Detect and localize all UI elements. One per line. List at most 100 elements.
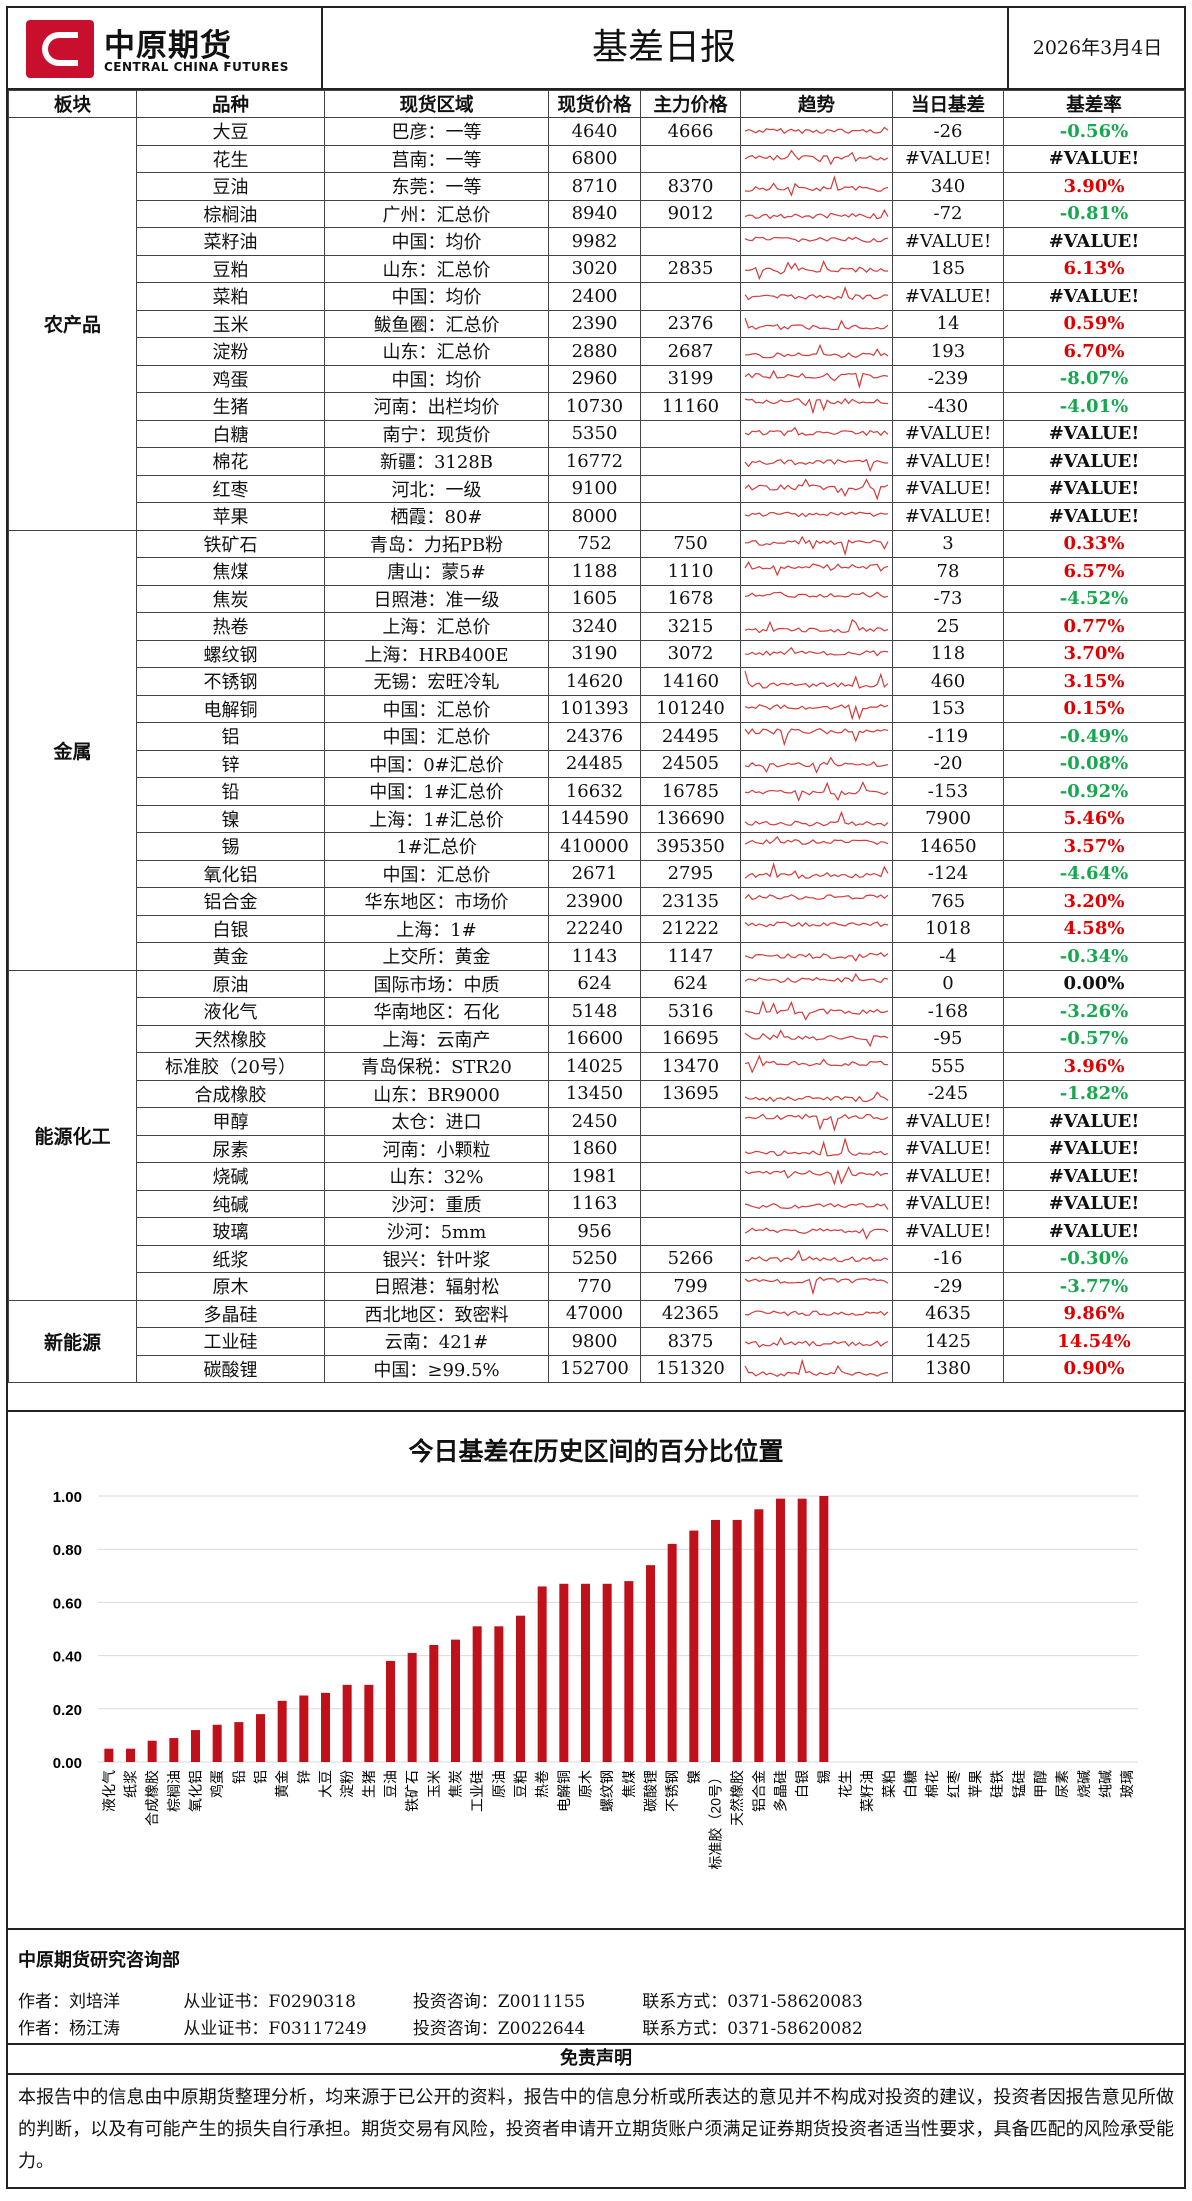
basis-rate-cell: 3.96% — [1003, 1052, 1185, 1081]
trend-sparkline — [744, 703, 889, 721]
basis-cell: 7900 — [892, 804, 1004, 833]
table-row: 棉花 新疆：3128B 16772 #VALUE! #VALUE! — [9, 447, 1185, 476]
x-tick-label: 黄金 — [274, 1770, 290, 1798]
region-cell: 上海：1#汇总价 — [324, 804, 549, 833]
sparkline-path — [744, 511, 889, 518]
spot-price-cell: 770 — [548, 1272, 641, 1301]
trend-sparkline — [744, 1166, 888, 1186]
variety-cell: 菜籽油 — [136, 227, 325, 256]
y-tick-label: 0.40 — [53, 1649, 82, 1666]
spot-price-cell: 24376 — [548, 722, 641, 751]
main-price-cell — [640, 1162, 741, 1191]
sparkline-path — [744, 208, 889, 220]
sector-cell: 金属 — [8, 529, 137, 971]
basis-cell: -72 — [892, 199, 1004, 228]
main-price-cell — [640, 282, 741, 311]
table-row: 玉米 鲅鱼圈：汇总价 2390 2376 14 0.59% — [9, 309, 1185, 338]
x-tick-label: 铝合金 — [751, 1770, 767, 1812]
main-price-cell: 799 — [640, 1272, 741, 1301]
x-tick-label: 尿素 — [1054, 1770, 1070, 1798]
main-price-cell: 151320 — [640, 1354, 741, 1383]
variety-cell: 焦炭 — [136, 584, 325, 613]
table-row: 黄金 上交所：黄金 1143 1147 -4 -0.34% — [9, 942, 1185, 971]
variety-cell: 工业硅 — [136, 1327, 325, 1356]
variety-cell: 液化气 — [136, 997, 325, 1026]
basis-rate-cell: #VALUE! — [1003, 1134, 1185, 1163]
trend-cell — [740, 254, 893, 283]
basis-cell: 460 — [892, 667, 1004, 696]
table-row: 不锈钢 无锡：宏旺冷轧 14620 14160 460 3.15% — [9, 667, 1185, 696]
basis-rate-cell: -0.57% — [1003, 1024, 1185, 1053]
basis-cell: #VALUE! — [892, 1162, 1004, 1191]
trend-cell — [740, 1052, 893, 1081]
basis-rate-cell: -3.26% — [1003, 997, 1185, 1026]
x-tick-label: 玻璃 — [1119, 1770, 1135, 1798]
table-row: 螺纹钢 上海：HRB400E 3190 3072 118 3.70% — [9, 639, 1185, 668]
sparkline-path — [744, 972, 889, 983]
sparkline-path — [744, 781, 889, 803]
sparkline-path — [744, 836, 889, 846]
trend-cell — [740, 364, 893, 393]
basis-rate-cell: 3.90% — [1003, 172, 1185, 201]
sparkline-path — [744, 1336, 889, 1348]
main-price-cell — [640, 1217, 741, 1246]
bar — [472, 1626, 482, 1762]
sparkline-path — [744, 477, 889, 501]
chart-title: 今日基差在历史区间的百分比位置 — [408, 1437, 784, 1466]
bar — [429, 1644, 439, 1762]
x-tick-label: 鸡蛋 — [209, 1770, 225, 1798]
spot-price-cell: 24485 — [548, 749, 641, 778]
trend-sparkline — [745, 646, 889, 657]
sparkline-path — [744, 398, 888, 415]
y-tick-label: 1.00 — [53, 1489, 82, 1506]
bar — [234, 1722, 244, 1762]
bar — [321, 1692, 330, 1762]
basis-cell: #VALUE! — [892, 282, 1004, 311]
main-price-cell: 11160 — [640, 392, 741, 421]
basis-rate-cell: #VALUE! — [1003, 502, 1185, 531]
variety-cell: 烧碱 — [136, 1162, 325, 1191]
trend-cell — [740, 777, 893, 806]
basis-cell: -95 — [892, 1024, 1004, 1053]
variety-cell: 铝 — [136, 722, 325, 751]
trend-sparkline — [744, 756, 889, 774]
trend-cell — [740, 199, 893, 228]
x-tick-label: 热卷 — [534, 1770, 550, 1798]
author-consult: 投资咨询：Z0011155 — [412, 1992, 586, 2012]
spot-price-cell: 23900 — [548, 887, 641, 916]
report-header: 中原期货 CENTRAL CHINA FUTURES 基差日报 2026年3月4… — [8, 8, 1184, 90]
basis-cell: #VALUE! — [892, 474, 1004, 503]
variety-cell: 螺纹钢 — [136, 639, 325, 668]
region-cell: 银兴：针叶浆 — [324, 1244, 549, 1273]
trend-sparkline — [744, 459, 888, 473]
basis-cell: #VALUE! — [892, 502, 1004, 531]
main-price-cell: 1678 — [640, 584, 741, 613]
spot-price-cell: 410000 — [548, 832, 641, 861]
basis-rate-cell: #VALUE! — [1003, 419, 1185, 448]
sector-cell: 能源化工 — [8, 969, 137, 1301]
variety-cell: 尿素 — [136, 1134, 325, 1163]
x-tick-label: 铝 — [253, 1770, 269, 1784]
x-tick-label: 锡 — [816, 1770, 832, 1784]
trend-sparkline — [744, 1249, 889, 1263]
basis-cell: 340 — [892, 172, 1004, 201]
disclaimer-title: 免责声明 — [8, 2043, 1184, 2075]
region-cell: 山东：BR9000 — [324, 1079, 549, 1108]
spot-price-cell: 5148 — [548, 997, 641, 1026]
variety-cell: 棕榈油 — [136, 199, 325, 228]
region-cell: 中国：均价 — [324, 227, 549, 256]
trend-cell — [740, 1327, 893, 1356]
region-cell: 新疆：3128B — [324, 447, 549, 476]
bar — [776, 1498, 785, 1762]
trend-sparkline — [744, 398, 888, 415]
trend-cell — [740, 997, 893, 1026]
region-cell: 山东：32% — [324, 1162, 549, 1191]
header-variety: 品种 — [136, 90, 325, 118]
spot-price-cell: 16772 — [548, 447, 641, 476]
basis-cell: #VALUE! — [892, 419, 1004, 448]
trend-cell — [740, 887, 893, 916]
region-cell: 太仓：进口 — [324, 1107, 549, 1136]
report-page: 中原期货 CENTRAL CHINA FUTURES 基差日报 2026年3月4… — [6, 6, 1186, 2189]
bar — [364, 1684, 374, 1762]
variety-cell: 热卷 — [136, 612, 325, 641]
